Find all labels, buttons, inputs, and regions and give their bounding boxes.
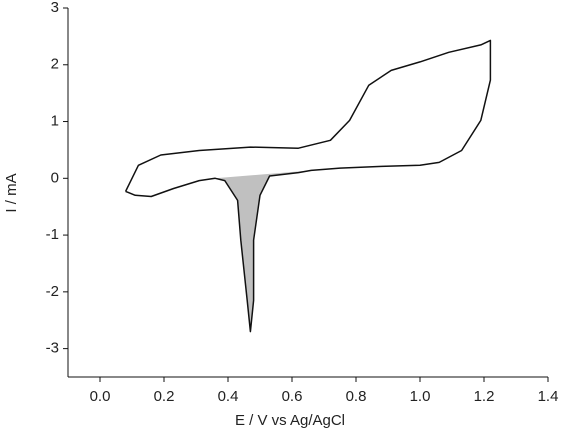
y-tick-label: 1 <box>51 113 59 130</box>
x-tick-label: 0.0 <box>90 388 111 405</box>
x-tick-label: 0.2 <box>154 388 175 405</box>
y-tick-label: -3 <box>46 340 59 357</box>
y-tick-label: -1 <box>46 226 59 243</box>
x-tick-label: 0.6 <box>282 388 303 405</box>
y-tick-label: 0 <box>51 169 59 186</box>
y-tick-label: -2 <box>46 283 59 300</box>
x-tick-label: 1.2 <box>474 388 495 405</box>
x-tick-label: 0.8 <box>346 388 367 405</box>
cv-curve <box>124 39 492 333</box>
x-tick-label: 0.4 <box>218 388 239 405</box>
y-tick-label: 3 <box>51 0 59 16</box>
shaded-peak-area <box>215 170 312 332</box>
y-tick-label: 2 <box>51 56 59 73</box>
x-axis-label: E / V vs Ag/AgCl <box>235 412 345 429</box>
x-tick-label: 1.0 <box>410 388 431 405</box>
x-tick-label: 1.4 <box>538 388 559 405</box>
y-axis-label: I / mA <box>3 173 20 212</box>
